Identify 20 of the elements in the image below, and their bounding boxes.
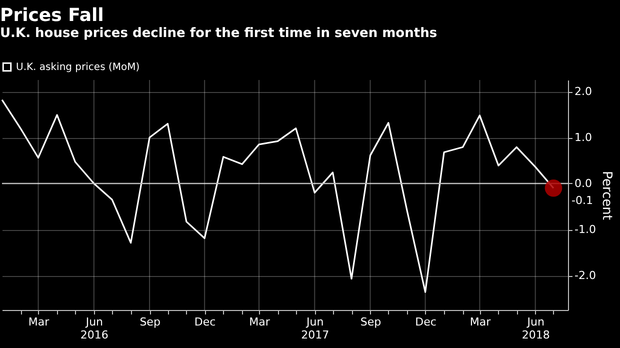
y-axis-title: Percent [598, 171, 614, 220]
x-tick-label: Jun 2018 [522, 316, 550, 342]
x-tick-label: Dec [415, 316, 436, 328]
x-tick-label: Sep [360, 316, 382, 328]
x-tick-label: Sep [140, 316, 160, 328]
y-tick-label: 0.0 [574, 177, 592, 190]
y-tick-label: 2.0 [574, 85, 592, 98]
data-label: -0.1 [571, 194, 593, 208]
legend-label: U.K. asking prices (MoM) [16, 62, 140, 73]
x-tick-label: Jun 2016 [80, 316, 108, 342]
y-tick-label: 1.0 [574, 131, 592, 144]
y-tick-label: -1.0 [574, 223, 596, 236]
chart-title: Prices Fall [0, 5, 104, 26]
x-tick-label: Mar [28, 316, 50, 328]
x-tick-label: Dec [194, 316, 216, 328]
x-tick-label: Mar [470, 316, 492, 328]
chart-subtitle: U.K. house prices decline for the first time in seven months [0, 26, 438, 41]
y-tick-label: -2.0 [574, 269, 596, 282]
x-tick-label: Mar [249, 316, 270, 328]
x-tick-label: Jun 2017 [301, 316, 330, 342]
